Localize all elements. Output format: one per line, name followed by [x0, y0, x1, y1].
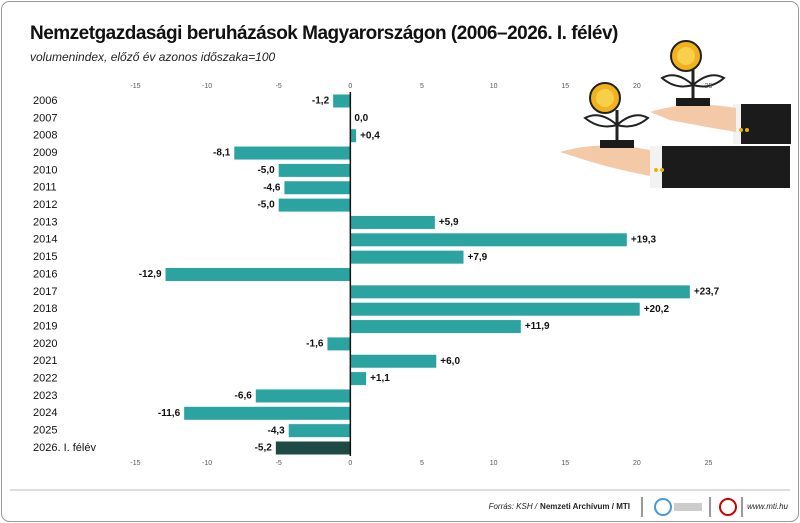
- bar: [350, 354, 437, 368]
- bar: [284, 181, 351, 195]
- value-label: -1,2: [312, 96, 330, 107]
- value-label: +19,3: [631, 234, 657, 245]
- bar: [288, 424, 351, 438]
- x-tick-label: -5: [276, 83, 282, 90]
- bar: [350, 285, 690, 299]
- logo: [719, 498, 737, 516]
- y-tick-label: 2010: [33, 164, 57, 176]
- value-label: -4,3: [267, 425, 285, 436]
- y-tick-label: 2011: [33, 182, 57, 194]
- value-label: +5,9: [439, 217, 459, 228]
- value-label: -11,6: [158, 408, 181, 419]
- x-tick-label: -15: [130, 83, 140, 90]
- y-tick-label: 2019: [33, 320, 57, 332]
- x-tick-label: 5: [420, 460, 424, 467]
- bar: [327, 337, 351, 351]
- x-tick-label: 10: [490, 83, 498, 90]
- x-tick-label: 5: [420, 83, 424, 90]
- y-tick-label: 2022: [33, 373, 57, 385]
- y-tick-label: 2021: [33, 355, 57, 367]
- x-tick-label: -10: [202, 460, 212, 467]
- x-tick-label: 0: [348, 460, 352, 467]
- x-tick-label: 25: [705, 83, 713, 90]
- bar: [333, 94, 351, 108]
- x-tick-label: 15: [561, 460, 569, 467]
- website: www.mti.hu: [747, 502, 788, 511]
- bar: [350, 250, 464, 264]
- bar: [350, 320, 521, 334]
- value-label: -1,6: [306, 339, 324, 350]
- value-label: -4,6: [263, 182, 281, 193]
- bar: [234, 146, 351, 160]
- bar: [255, 389, 351, 403]
- y-tick-label: 2023: [33, 390, 57, 402]
- x-tick-label: 10: [490, 460, 498, 467]
- value-label: +6,0: [440, 356, 460, 367]
- chart-title: Nemzetgazdasági beruházások Magyarország…: [30, 23, 618, 44]
- bar: [278, 198, 351, 212]
- y-tick-label: 2024: [33, 407, 57, 419]
- logo: [654, 498, 672, 516]
- value-label: +0,4: [360, 130, 380, 141]
- y-tick-label: 2020: [33, 338, 57, 350]
- source: Forrás: KSH / Nemzeti Archívum / MTI: [489, 502, 630, 511]
- source-bold: Nemzeti Archívum / MTI: [540, 502, 630, 511]
- value-label: -8,1: [213, 148, 231, 159]
- bar: [350, 302, 640, 316]
- value-label: +11,9: [525, 321, 550, 332]
- bar: [350, 129, 357, 143]
- y-tick-label: 2008: [33, 130, 57, 142]
- value-label: -5,0: [257, 165, 275, 176]
- x-tick-label: 0: [348, 83, 352, 90]
- value-label: -6,6: [235, 391, 253, 402]
- y-tick-label: 2007: [33, 112, 57, 124]
- source-prefix: Forrás: KSH /: [489, 502, 538, 511]
- chart-subtitle: volumenindex, előző év azonos időszaka=1…: [30, 50, 275, 64]
- y-tick-label: 2013: [33, 216, 57, 228]
- y-tick-label: 2015: [33, 251, 57, 263]
- y-tick-label: 2025: [33, 425, 57, 437]
- bar: [275, 441, 351, 455]
- bar: [184, 406, 351, 420]
- y-tick-label: 2016: [33, 268, 57, 280]
- value-label: +23,7: [694, 286, 720, 297]
- bar: [165, 268, 351, 281]
- y-tick-label: 2012: [33, 199, 57, 211]
- logo: [674, 503, 702, 511]
- x-tick-label: -15: [130, 460, 140, 467]
- x-tick-label: -5: [276, 460, 282, 467]
- x-tick-label: 25: [705, 460, 713, 467]
- bar: [350, 372, 367, 386]
- bar: [350, 233, 627, 247]
- x-tick-label: -10: [202, 83, 212, 90]
- illustration: [560, 40, 791, 188]
- bar: [278, 163, 351, 177]
- value-label: +1,1: [370, 373, 390, 384]
- value-label: -5,0: [257, 200, 275, 211]
- y-tick-label: 2014: [33, 234, 57, 246]
- y-tick-label: 2006: [33, 95, 57, 107]
- value-label: -5,2: [255, 443, 273, 454]
- x-tick-label: 15: [561, 83, 569, 90]
- value-label: -12,9: [139, 269, 162, 280]
- y-tick-label: 2017: [33, 286, 57, 298]
- y-tick-label: 2009: [33, 147, 57, 159]
- value-label: +7,9: [468, 252, 488, 263]
- x-tick-label: 20: [633, 83, 641, 90]
- x-tick-label: 20: [633, 460, 641, 467]
- value-label: +20,2: [644, 304, 670, 315]
- value-label: 0,0: [354, 113, 368, 124]
- y-tick-label: 2026. I. félév: [33, 442, 96, 454]
- bar: [350, 215, 435, 229]
- y-tick-label: 2018: [33, 303, 57, 315]
